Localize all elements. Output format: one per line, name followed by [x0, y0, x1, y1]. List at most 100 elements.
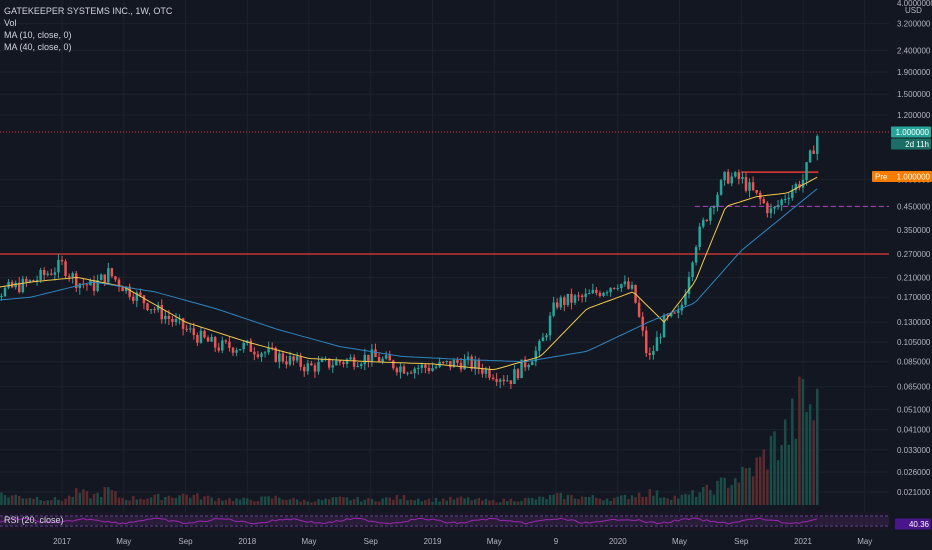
volume-bar [545, 499, 548, 505]
volume-bar [566, 494, 570, 505]
candle-body [327, 358, 331, 368]
volume-bar [555, 492, 559, 505]
candle-body [50, 273, 53, 275]
volume-bar [794, 438, 798, 505]
ma10-line [0, 176, 818, 371]
volume-bar [474, 499, 477, 505]
candle-body [388, 355, 391, 361]
time-tick-label: 2019 [424, 537, 442, 546]
candle-body [783, 199, 787, 201]
volume-bar [128, 500, 131, 505]
volume-bar [167, 495, 171, 505]
pre-price: 1.000000 [897, 173, 931, 182]
volume-bar [516, 501, 520, 505]
legend-ma40[interactable]: MA (40, close, 0) [4, 42, 72, 52]
volume-bar [270, 498, 274, 505]
legend-vol[interactable]: Vol [4, 18, 17, 28]
volume-bar [85, 491, 89, 505]
candle-body [256, 354, 260, 357]
candle-body [506, 380, 509, 382]
volume-bar [210, 497, 213, 505]
candle-body [338, 360, 342, 363]
candle-body [580, 295, 584, 298]
candle-body [484, 368, 488, 374]
candle-body [18, 282, 21, 293]
rsi-legend[interactable]: RSI (20, close) [4, 515, 64, 525]
candle-body [573, 295, 577, 303]
candle-body [709, 207, 712, 221]
volume-bar [256, 500, 260, 505]
candle-body [181, 318, 185, 329]
volume-bar [114, 491, 117, 505]
volume-bar [57, 499, 60, 505]
volume-bar [577, 499, 580, 505]
candle-body [620, 284, 623, 289]
volume-bar [481, 500, 484, 505]
volume-bar [25, 498, 28, 505]
volume-bar [75, 488, 78, 505]
candle-body [737, 172, 741, 179]
candle-body [627, 281, 630, 289]
volume-bar [584, 496, 587, 505]
candle-body [39, 269, 42, 281]
volume-bar [541, 496, 545, 505]
volume-bar [591, 495, 595, 505]
candle-body [545, 335, 548, 338]
volume-bar [132, 496, 135, 505]
candle-body [520, 359, 523, 379]
candle-body [602, 292, 605, 296]
candle-body [285, 361, 288, 365]
price-tick-label: 0.033000 [897, 446, 931, 455]
volume-bar [452, 499, 456, 505]
legend-ma10[interactable]: MA (10, close, 0) [4, 30, 72, 40]
volume-bar [21, 498, 25, 505]
legend-title[interactable]: GATEKEEPER SYSTEMS INC., 1W, OTC [4, 6, 173, 16]
volume-bar [712, 494, 716, 505]
candle-body [71, 273, 74, 278]
candle-body [374, 349, 377, 358]
candle-body [42, 269, 46, 275]
last-price-badge: 1.000000 [896, 128, 930, 137]
volume-bar [135, 499, 139, 505]
volume-bar [156, 493, 160, 505]
volume-bar [160, 499, 163, 505]
candle-body [588, 293, 591, 295]
volume-bar [719, 477, 723, 505]
volume-bar [641, 496, 644, 505]
volume-bar [203, 496, 206, 505]
candle-body [527, 365, 530, 368]
volume-bar [477, 497, 481, 505]
time-tick-label: May [116, 537, 131, 546]
volume-bar [776, 460, 780, 505]
candle-body [317, 361, 320, 372]
candle-body [267, 347, 270, 353]
time-tick-label: 2018 [238, 537, 256, 546]
candle-body [142, 295, 146, 304]
candle-body [466, 356, 470, 360]
volume-bar [666, 498, 669, 505]
candle-body [342, 362, 345, 364]
volume-bar [288, 499, 292, 505]
candle-body [135, 292, 139, 301]
candle-body [3, 287, 7, 297]
price-tick-label: 0.130000 [897, 318, 931, 327]
volume-bar [470, 500, 473, 505]
volume-bar [759, 456, 762, 505]
candle-body [730, 176, 733, 184]
candle-body [769, 208, 773, 214]
volume-bar [495, 502, 498, 505]
volume-bar [417, 498, 420, 505]
candle-body [7, 281, 10, 288]
candle-body [509, 380, 513, 384]
candle-body [623, 281, 627, 285]
candle-body [677, 310, 680, 313]
price-tick-label: 0.051000 [897, 405, 931, 414]
volume-bar [39, 500, 42, 505]
last-price-badge-bg [891, 126, 931, 138]
price-tick-label: 0.210000 [897, 273, 931, 282]
volume-bar [331, 497, 334, 505]
countdown-badge-bg [891, 138, 931, 150]
candle-body [228, 341, 231, 348]
grid [0, 0, 889, 530]
volume-bar [381, 498, 384, 505]
